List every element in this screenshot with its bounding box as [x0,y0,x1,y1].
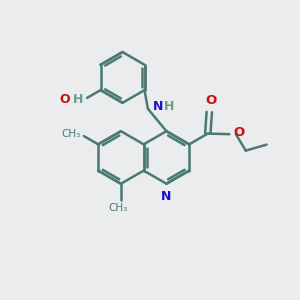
Text: O: O [234,127,245,140]
Text: O: O [59,93,70,106]
Text: N: N [153,100,164,113]
Text: H: H [164,100,174,113]
Text: O: O [205,94,216,107]
Text: CH₃: CH₃ [108,203,128,213]
Text: CH₃: CH₃ [62,129,81,139]
Text: N: N [161,190,172,203]
Text: H: H [73,93,83,106]
